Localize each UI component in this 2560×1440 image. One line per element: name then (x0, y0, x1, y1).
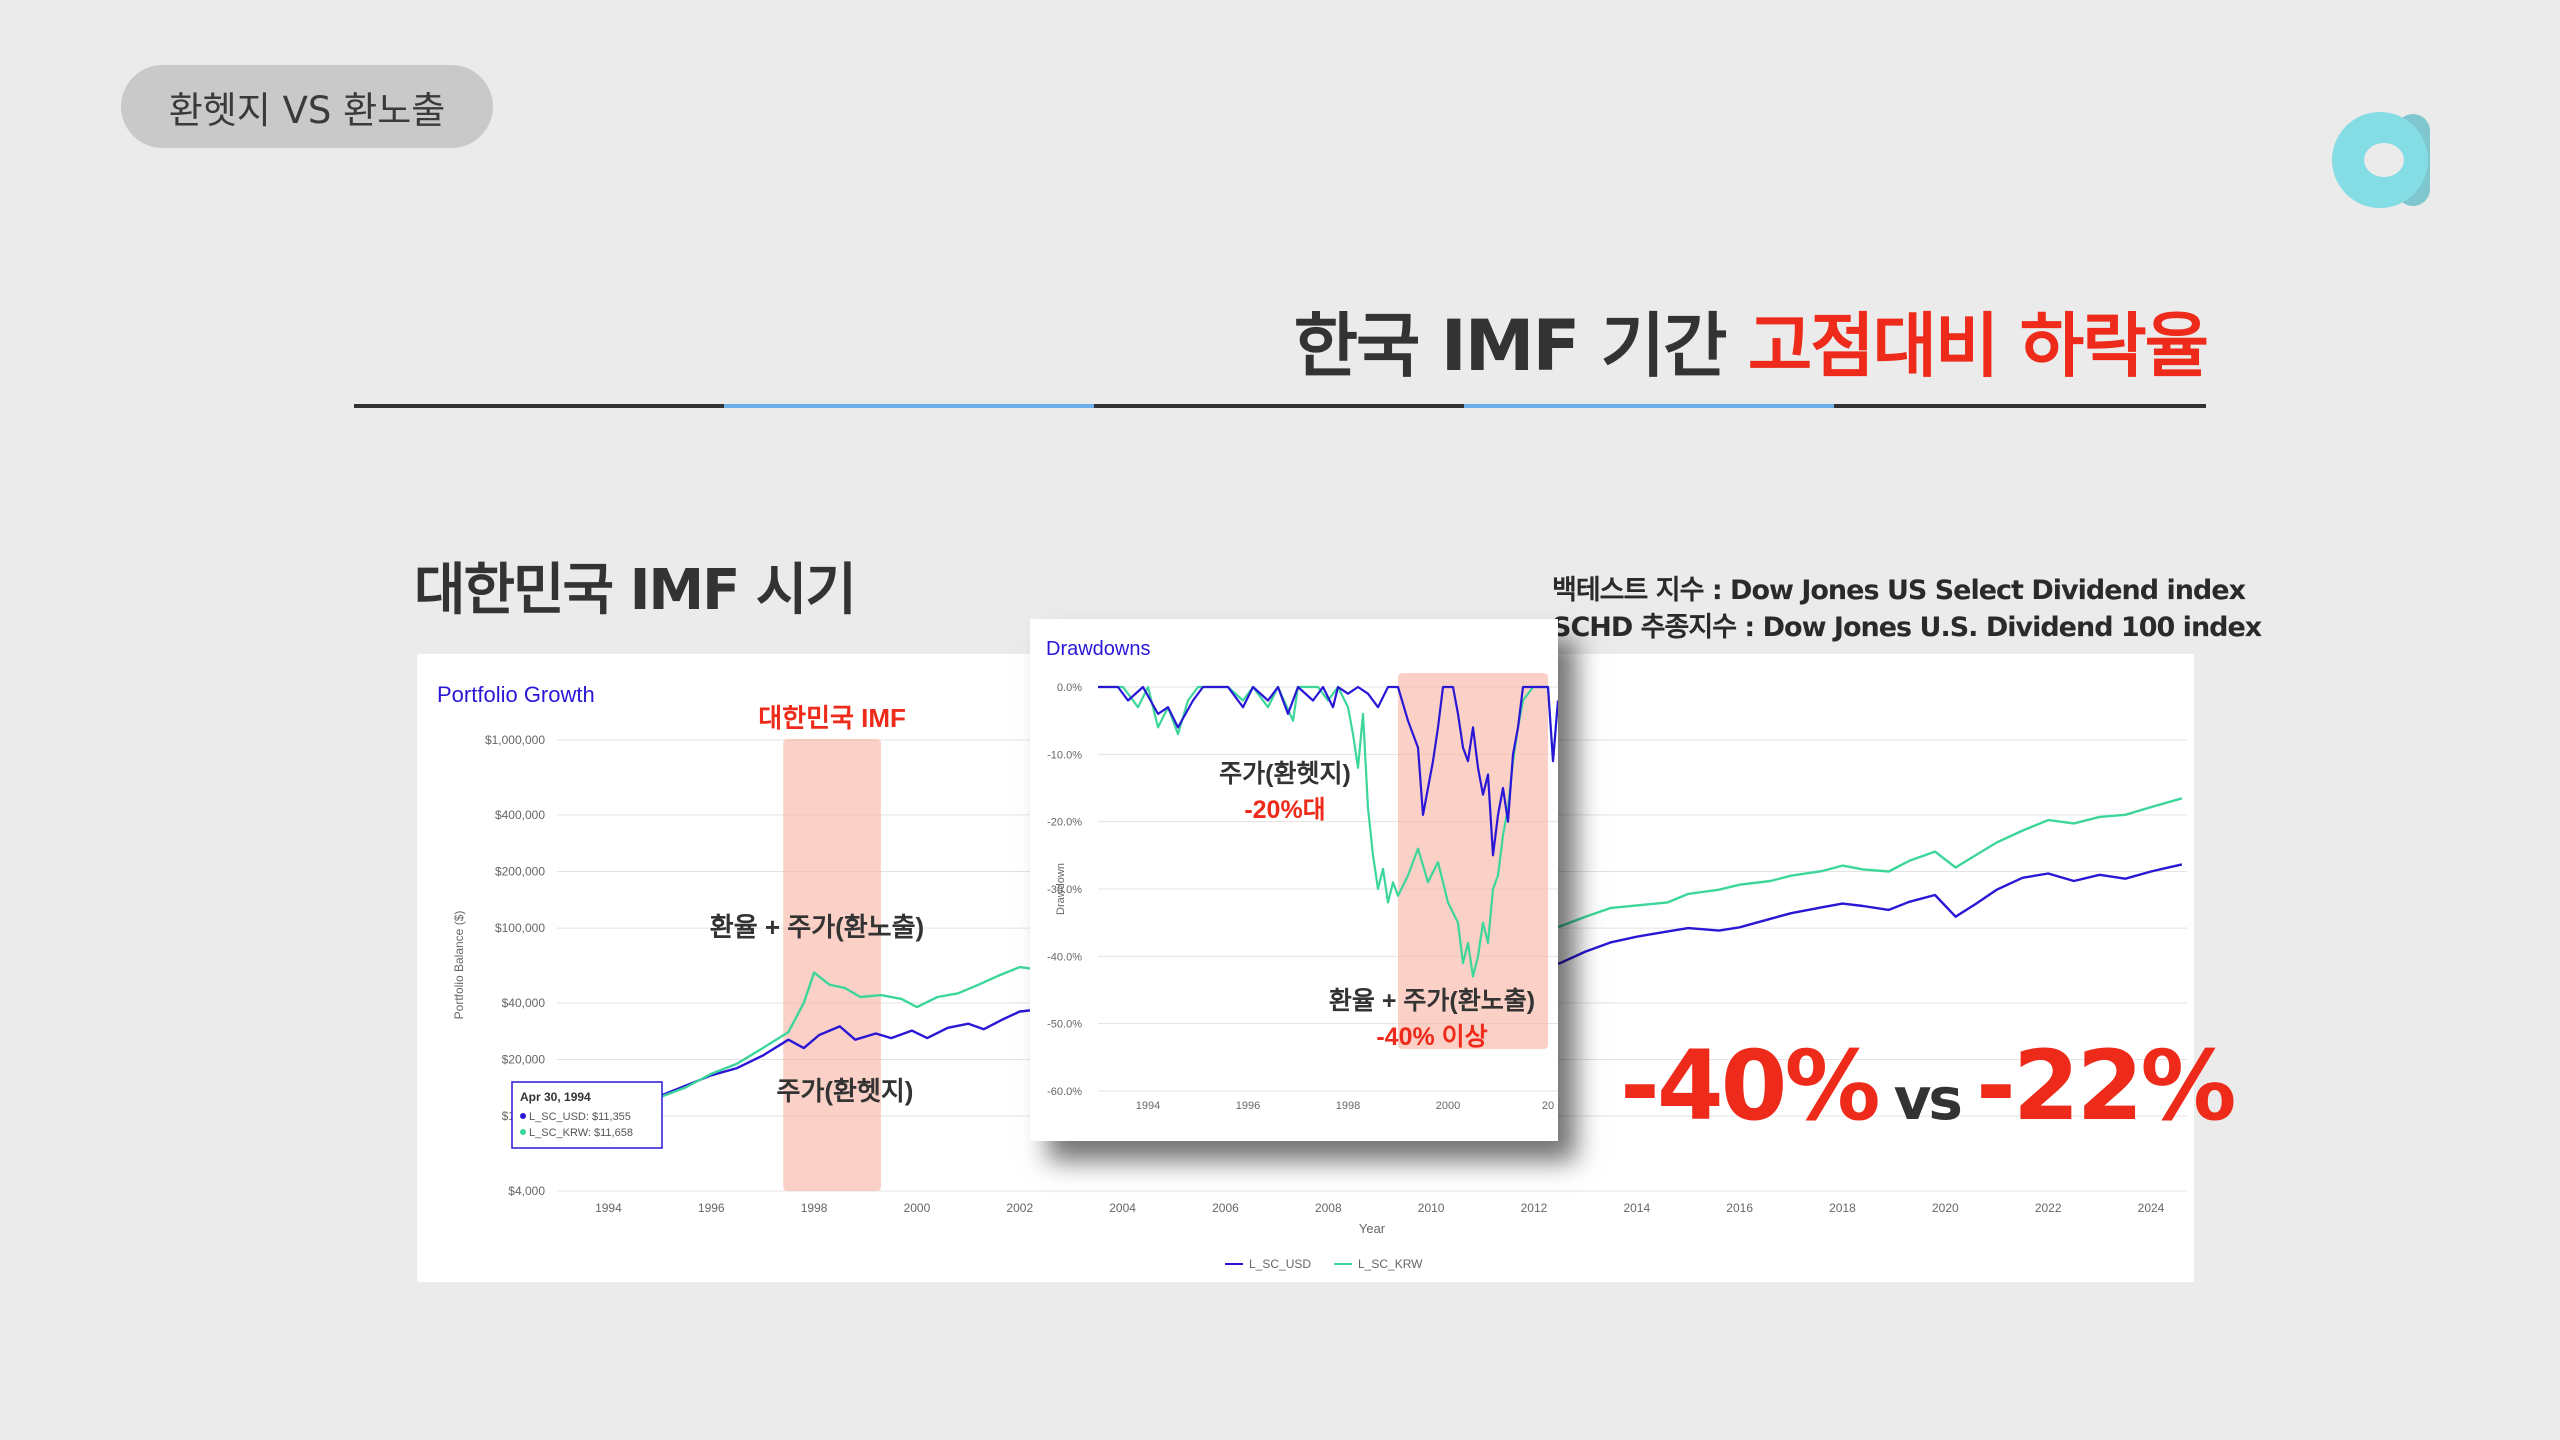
section-tag-label: 환헷지 VS 환노출 (168, 88, 446, 132)
x-tick-label: 1998 (801, 1201, 828, 1215)
legend-krw-label: L_SC_KRW (1358, 1257, 1423, 1271)
dd-y-tick-label: -60.0% (1047, 1086, 1082, 1098)
x-tick-label: 2008 (1315, 1201, 1342, 1215)
tooltip-box (511, 1081, 663, 1149)
x-tick-label: 2016 (1726, 1201, 1753, 1215)
title-divider (354, 404, 724, 408)
dd-x-tick-label: 1994 (1136, 1100, 1160, 1112)
dd-y-tick-label: -20.0% (1047, 817, 1082, 829)
krw-drawdown-value: -40% (1620, 1030, 1881, 1142)
dd-series-line-L_SC_USD (1098, 685, 1558, 857)
page-title-main: 한국 IMF 기간 (1293, 305, 1728, 387)
tooltip-usd-value: L_SC_USD: $11,355 (529, 1111, 631, 1123)
dd-y-tick-label: -50.0% (1047, 1019, 1082, 1031)
dd-x-tick-label: 20 (1542, 1100, 1554, 1112)
dd-usd-annotation-value: -20%대 (1244, 796, 1325, 824)
x-tick-label: 2014 (1623, 1201, 1650, 1215)
imf-period-label: 대한민국 IMF (758, 703, 906, 733)
dd-x-tick-label: 2000 (1436, 1100, 1460, 1112)
dd-imf-period-highlight (1398, 673, 1548, 1049)
drawdown-comparison: -40% vs -22% (1620, 1030, 2237, 1142)
x-tick-label: 2022 (2035, 1201, 2062, 1215)
dd-krw-annotation-value: -40% 이상 (1376, 1023, 1487, 1051)
x-axis-label: Year (1359, 1221, 1386, 1236)
x-tick-label: 2012 (1521, 1201, 1548, 1215)
page-title: 한국 IMF 기간 고점대비 하락율 (1293, 290, 2209, 391)
x-tick-label: 2006 (1212, 1201, 1239, 1215)
x-tick-label: 1996 (698, 1201, 725, 1215)
drawdowns-chart-svg: Drawdowns 0.0% -10.0% -20.0% -30.0% -40.0% -50… (1046, 638, 1558, 1112)
chart-title: Portfolio Growth (437, 682, 595, 707)
usd-drawdown-value: -22% (1975, 1030, 2237, 1142)
tooltip-krw-marker (520, 1129, 526, 1135)
dd-y-tick-label: -10.0% (1047, 749, 1082, 761)
page-title-highlight: 고점대비 하락율 (1747, 305, 2209, 387)
x-tick-label: 2024 (2138, 1201, 2165, 1215)
title-divider (1834, 404, 2206, 408)
dd-y-tick-label: -30.0% (1047, 884, 1082, 896)
dd-x-tick-label: 1998 (1336, 1100, 1360, 1112)
chart-legend: L_SC_USD L_SC_KRW (1225, 1257, 1423, 1271)
x-tick-label: 2002 (1006, 1201, 1033, 1215)
x-tick-label: 2004 (1109, 1201, 1136, 1215)
dd-krw-annotation: 환율 + 주가(환노출) (1329, 987, 1535, 1015)
dd-x-tick-label: 1996 (1236, 1100, 1260, 1112)
y-tick-label: $100,000 (495, 921, 545, 935)
x-tick-label: 2010 (1418, 1201, 1445, 1215)
y-tick-label: $200,000 (495, 864, 545, 878)
hover-tooltip: Apr 30, 1994 L_SC_USD: $11,355 L_SC_KRW: $… (511, 1081, 663, 1149)
legend-usd-label: L_SC_USD (1249, 1257, 1311, 1271)
y-tick-label: $20,000 (502, 1053, 546, 1067)
usd-series-annotation: 주가(환헷지) (777, 1076, 914, 1106)
krw-series-annotation: 환율 + 주가(환노출) (710, 912, 924, 942)
dd-usd-annotation: 주가(환헷지) (1219, 760, 1351, 788)
x-tick-label: 2000 (904, 1201, 931, 1215)
y-tick-label: $4,000 (508, 1184, 545, 1198)
imf-period-highlight (783, 739, 881, 1191)
y-axis-label: Portfolio Balance ($) (452, 911, 466, 1020)
title-divider (1094, 404, 1464, 408)
title-divider (1464, 404, 1834, 408)
y-tick-label: $40,000 (502, 996, 546, 1010)
x-tick-label: 2020 (1932, 1201, 1959, 1215)
x-tick-label: 1994 (595, 1201, 622, 1215)
section-title: 대한민국 IMF 시기 (414, 558, 857, 623)
dd-y-tick-label: 0.0% (1057, 682, 1082, 694)
drawdowns-title: Drawdowns (1046, 638, 1150, 660)
tooltip-krw-value: L_SC_KRW: $11,658 (529, 1127, 633, 1139)
x-tick-label: 2018 (1829, 1201, 1856, 1215)
tooltip-date: Apr 30, 1994 (520, 1090, 591, 1104)
section-tag: 환헷지 VS 환노출 (121, 65, 493, 148)
tooltip-usd-marker (520, 1113, 526, 1119)
y-tick-label: $400,000 (495, 808, 545, 822)
title-divider (724, 404, 1094, 408)
schd-index-note: SCHD 추종지수 : Dow Jones U.S. Dividend 100 … (1552, 612, 2262, 643)
backtest-index-note: 백테스트 지수 : Dow Jones US Select Dividend i… (1552, 575, 2246, 606)
dd-y-tick-label: -40.0% (1047, 951, 1082, 963)
drawdowns-chart: Drawdowns 0.0% -10.0% -20.0% -30.0% -40.0% -50… (1030, 619, 1558, 1141)
y-tick-label: $1,000,000 (485, 733, 545, 747)
vs-label: vs (1893, 1065, 1963, 1133)
brand-a-logo-icon (2332, 112, 2430, 208)
dd-y-axis-label: Drawdown (1055, 863, 1067, 915)
